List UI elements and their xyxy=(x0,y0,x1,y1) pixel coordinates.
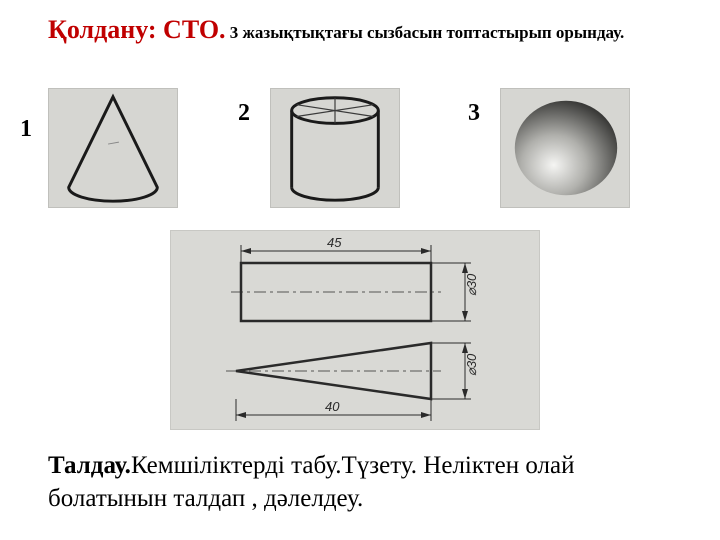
cone-icon xyxy=(49,88,177,208)
cylinder-icon xyxy=(271,88,399,208)
dim-40: 40 xyxy=(325,399,340,414)
footer-bold: Талдау. xyxy=(48,452,131,479)
engineering-drawing-panel: 45 ⌀30 40 ⌀30 xyxy=(170,230,540,430)
header-tail: 3 жазықтықтағы сызбасын топтастырып орын… xyxy=(226,23,625,42)
label-1: 1 xyxy=(20,116,32,143)
label-2: 2 xyxy=(238,100,250,127)
header-red-2: СТО. xyxy=(163,15,226,44)
panel-cylinder xyxy=(270,88,400,208)
sphere-icon xyxy=(501,88,629,208)
panel-cone xyxy=(48,88,178,208)
label-3: 3 xyxy=(468,100,480,127)
header-red-1: Қолдану: xyxy=(48,15,163,44)
dim-45: 45 xyxy=(327,235,342,250)
panel-sphere xyxy=(500,88,630,208)
engineering-drawing: 45 ⌀30 40 ⌀30 xyxy=(171,231,541,431)
header-text: Қолдану: СТО. 3 жазықтықтағы сызбасын то… xyxy=(48,14,668,47)
dim-d30-bottom: ⌀30 xyxy=(464,353,479,376)
dim-d30-top: ⌀30 xyxy=(464,273,479,296)
shapes-row: 1 2 3 xyxy=(20,88,700,218)
footer-text: Талдау.Кемшіліктерді табу.Түзету. Нелікт… xyxy=(48,450,668,515)
